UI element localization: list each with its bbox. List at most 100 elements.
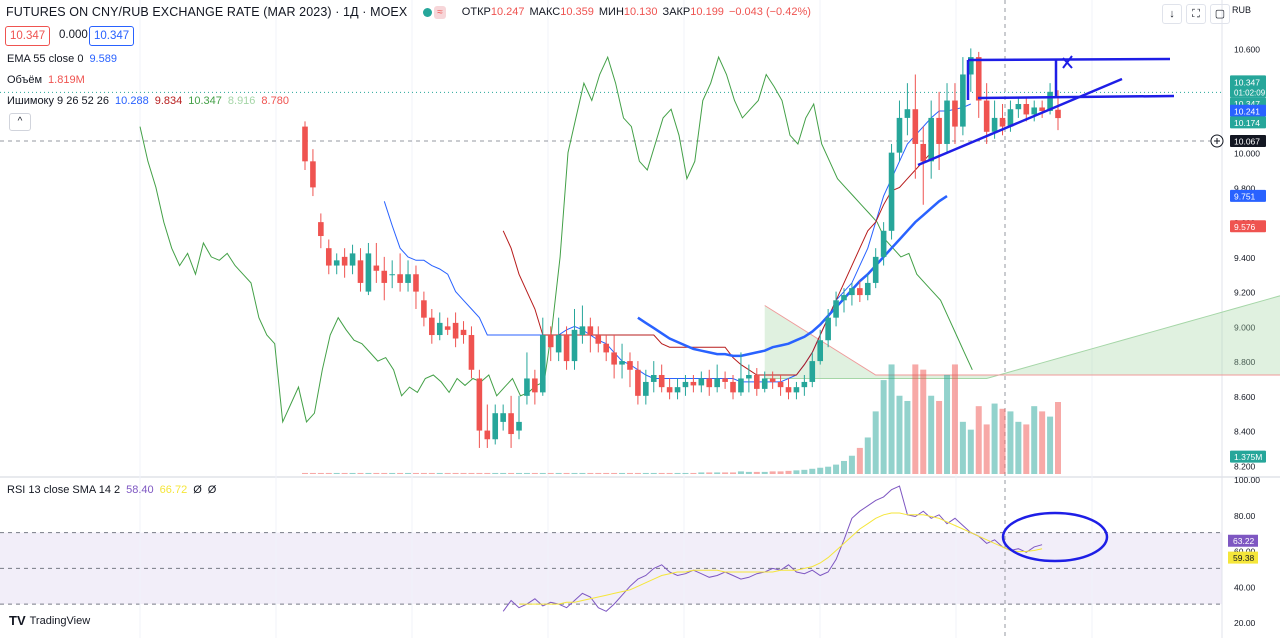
volume-bar <box>460 472 467 474</box>
axis-price-tag <box>1230 75 1266 98</box>
volume-bar <box>737 471 744 474</box>
candle-body <box>857 288 863 296</box>
volume-bar <box>650 472 657 474</box>
ohlc-values: ОТКР 10.247 МАКС 10.359 МИН 10.130 ЗАКР 10.1… <box>462 6 816 18</box>
price-tick-label: 8.800 <box>1234 357 1256 367</box>
candle-body <box>587 326 594 336</box>
tradingview-brand[interactable]: TV TradingView <box>9 613 90 628</box>
ichimoku-chikou-line <box>139 55 973 424</box>
volume-bar <box>333 472 340 474</box>
candle-body <box>436 322 443 336</box>
candle-body <box>674 387 681 393</box>
volume-bar <box>539 472 546 474</box>
volume-bar <box>809 468 816 474</box>
axis-price-tag-timer: 01:02:09 <box>1234 88 1266 97</box>
price-tick-label: 10.000 <box>1234 149 1260 159</box>
rsi-line <box>502 485 1043 612</box>
volume-bar <box>611 472 618 474</box>
volume-bar <box>999 408 1006 474</box>
volume-bar <box>698 472 705 474</box>
axis-price-tag-text: 10.347 <box>1234 77 1260 87</box>
fullscreen-icon[interactable]: ⛶ <box>1186 4 1206 24</box>
candle-body <box>1031 107 1038 115</box>
volume-bar <box>856 447 863 474</box>
candle-body <box>746 374 752 379</box>
ema-legend[interactable]: EMA 55 close 0 9.589 <box>7 53 123 65</box>
ohlc-low-label: МИН <box>598 6 624 18</box>
rsi-tick-label: 40.00 <box>1234 582 1256 592</box>
volume-bar <box>571 472 578 474</box>
rsi-axis-tag <box>1228 551 1258 564</box>
axis-price-tag-text: 9.751 <box>1234 191 1256 201</box>
volume-bar <box>484 472 491 474</box>
volume-bar <box>555 472 562 474</box>
rsi-legend[interactable]: RSI 13 close SMA 14 2 58.40 66.72 Ø Ø <box>7 484 222 496</box>
candle-body <box>318 222 324 237</box>
candle-body <box>349 253 356 266</box>
snapshot-icon[interactable]: ▢ <box>1210 4 1230 24</box>
volume-bar <box>801 469 808 474</box>
buy-price-button[interactable]: 10.347 <box>89 26 135 46</box>
candle-body <box>547 335 554 348</box>
candle-body <box>841 295 847 301</box>
candle-body <box>603 343 609 353</box>
candle-body <box>833 300 839 318</box>
volume-bar <box>476 472 483 474</box>
volume-bar <box>991 403 998 474</box>
candle-body <box>563 335 570 362</box>
volume-bar <box>626 472 633 474</box>
candle-body <box>809 361 816 382</box>
candle-body <box>539 335 546 393</box>
volume-bar <box>825 466 832 474</box>
download-icon[interactable]: ↓ <box>1162 4 1182 24</box>
volume-bar <box>420 472 427 474</box>
candle-body <box>643 381 649 396</box>
volume-bar <box>500 472 507 474</box>
volume-bar <box>508 472 515 474</box>
volume-bar <box>777 471 784 474</box>
ichimoku-legend-label: Ишимоку 9 26 52 26 <box>7 95 110 107</box>
volume-bar <box>967 429 974 474</box>
sell-price-button[interactable]: 10.347 <box>5 26 51 46</box>
ema55-line <box>637 195 948 358</box>
currency-label[interactable]: RUB <box>1232 5 1252 15</box>
volume-bar <box>840 460 847 474</box>
volume-bar <box>523 472 530 474</box>
candle-body <box>1055 109 1061 119</box>
price-tick-label: 8.400 <box>1234 427 1256 437</box>
candle-body <box>389 274 395 276</box>
volume-legend[interactable]: Объём 1.819M <box>7 74 91 86</box>
candle-body <box>912 109 919 144</box>
volume-bar <box>428 472 435 474</box>
candle-body <box>936 117 942 144</box>
candle-body <box>524 378 530 396</box>
candle-body <box>468 335 475 370</box>
symbol-title[interactable]: FUTURES ON CNY/RUB EXCHANGE RATE (MAR 20… <box>6 5 408 19</box>
collapse-legend-button[interactable]: ^ <box>9 113 31 131</box>
candle-body <box>991 117 998 132</box>
volume-bar <box>302 472 308 474</box>
volume-bar <box>1039 411 1046 474</box>
candle-body <box>579 326 586 336</box>
candle-body <box>302 126 308 162</box>
volume-bar <box>769 471 776 474</box>
volume-bar <box>405 472 412 474</box>
candle-body <box>500 413 506 422</box>
volume-bar <box>365 472 372 474</box>
candle-body <box>333 260 340 266</box>
ichimoku-legend[interactable]: Ишимоку 9 26 52 26 10.288 9.834 10.347 8.916… <box>7 95 295 107</box>
axis-price-tag <box>1230 450 1266 463</box>
candle-body <box>896 117 903 153</box>
drawn-cross-mark <box>1062 55 1073 69</box>
volume-bar <box>1007 411 1014 474</box>
delayed-data-icon[interactable]: ≈ <box>434 5 446 19</box>
ichimoku-value-chikou: 10.347 <box>188 95 222 107</box>
volume-bar <box>1015 421 1022 474</box>
axis-price-tag <box>1230 116 1266 129</box>
volume-bar <box>864 437 871 474</box>
volume-bar <box>722 472 729 474</box>
candle-body <box>325 248 332 266</box>
rsi-legend-extra-2: Ø <box>207 484 217 496</box>
volume-bar <box>603 472 610 474</box>
